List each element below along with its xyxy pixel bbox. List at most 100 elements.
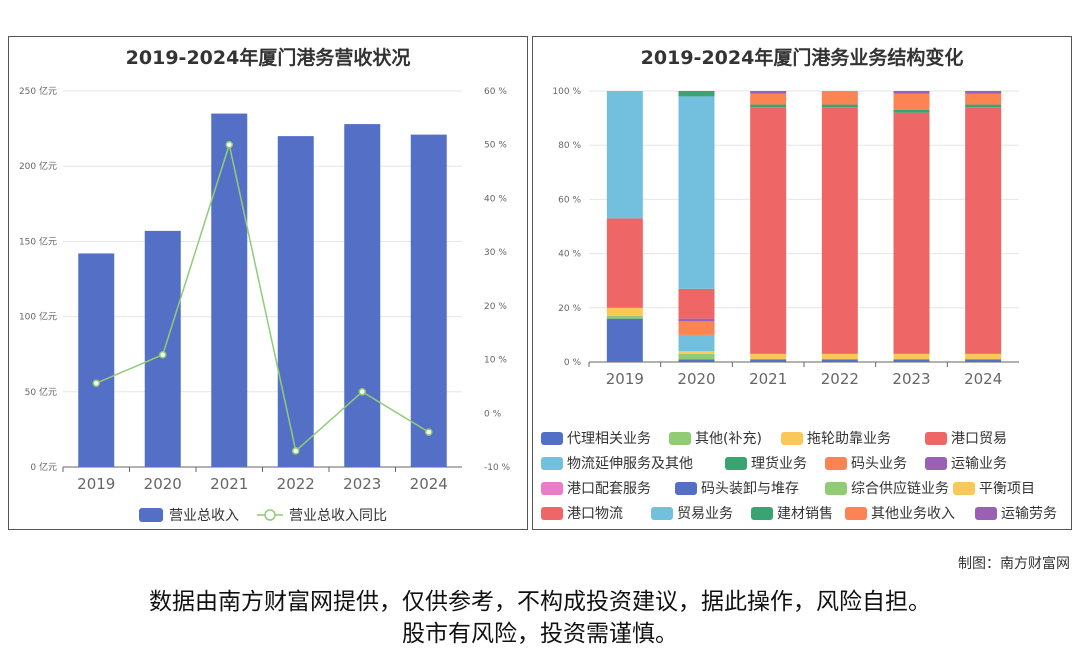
structure-bar-segment — [750, 91, 787, 94]
legend-swatch — [675, 482, 697, 495]
structure-bar-segment — [821, 353, 858, 360]
legend-swatch-revenue — [139, 508, 163, 522]
y-tick-label: 20 % — [558, 304, 581, 314]
legend-swatch — [925, 457, 947, 470]
y-tick-label: 80 % — [558, 141, 581, 151]
y-right-tick-label: 60 % — [484, 87, 507, 97]
y-right-tick-label: 10 % — [484, 356, 507, 366]
y-tick-label: 100 % — [552, 87, 581, 97]
legend-label: 贸易业务 — [677, 506, 733, 522]
revenue-bar — [144, 230, 181, 467]
structure-bar-segment — [678, 91, 715, 97]
legend-label: 码头装卸与堆存 — [701, 481, 799, 497]
legend-swatch — [975, 507, 997, 520]
x-tick-label: 2019 — [77, 475, 115, 493]
legend-swatch — [541, 482, 563, 495]
legend-swatch — [751, 507, 773, 520]
y-right-tick-label: 0 % — [484, 409, 502, 419]
structure-chart: 0 % 20 % 40 % 60 % 80 % 100 % 2019 2020 2021 2022… — [541, 87, 1057, 522]
legend-swatch — [925, 432, 947, 445]
structure-bar-segment — [750, 359, 787, 362]
legend-label: 物流延伸服务及其他 — [567, 456, 693, 472]
y-right-tick-label: 50 % — [484, 141, 507, 151]
legend-swatch — [651, 507, 673, 520]
y-left-tick-label: 150 亿元 — [19, 235, 57, 247]
revenue-bar — [410, 134, 447, 467]
y-left-tick-label: 0 亿元 — [30, 461, 57, 473]
y-tick-label: 60 % — [558, 195, 581, 205]
revenue-bar — [277, 136, 314, 467]
legend-swatch — [825, 482, 847, 495]
legend-label-revenue: 营业总收入 — [169, 508, 239, 524]
structure-bar-segment — [678, 351, 715, 354]
y-tick-label: 0 % — [564, 358, 582, 368]
y-right-tick-label: -10 % — [484, 463, 511, 473]
legend-swatch — [541, 507, 563, 520]
y-right-tick-label: 40 % — [484, 194, 507, 204]
x-tick-label: 2021 — [210, 475, 248, 493]
legend-label-yoy: 营业总收入同比 — [289, 508, 387, 524]
y-right-tick-label: 30 % — [484, 248, 507, 258]
structure-chart-panel: 2019-2024年厦门港务业务结构变化 0 % 20 % 40 % 60 % 80 %… — [532, 36, 1072, 530]
structure-bar-segment — [821, 359, 858, 362]
structure-bar-segment — [893, 353, 930, 360]
yoy-point — [92, 379, 100, 387]
structure-bar-segment — [678, 321, 715, 335]
legend-swatch — [781, 432, 803, 445]
legend-label: 码头业务 — [851, 456, 907, 472]
x-tick-label: 2019 — [606, 370, 644, 388]
structure-bar-segment — [893, 109, 930, 113]
structure-bar-segment — [678, 359, 715, 362]
structure-bar-segment — [750, 104, 787, 108]
revenue-chart: 0 亿元 50 亿元 100 亿元 150 亿元 200 亿元 250 亿元 -10 % 0 … — [19, 85, 511, 524]
x-tick-label: 2023 — [343, 475, 381, 493]
structure-bar-segment — [821, 91, 858, 105]
structure-bar-segment — [965, 107, 1002, 354]
legend-label: 其他业务收入 — [871, 506, 955, 522]
structure-chart-title: 2019-2024年厦门港务业务结构变化 — [640, 47, 964, 69]
legend-label: 综合供应链业务 — [851, 480, 949, 497]
structure-bar-segment — [965, 93, 1002, 105]
structure-bar-segment — [678, 353, 715, 360]
structure-bar-segment — [750, 93, 787, 105]
x-tick-label: 2021 — [749, 370, 787, 388]
structure-bar-segment — [606, 218, 643, 308]
structure-bar-segment — [606, 307, 643, 316]
structure-bar-segment — [821, 104, 858, 108]
legend-label: 港口贸易 — [951, 431, 1007, 447]
structure-bar-segment — [821, 107, 858, 354]
structure-bar-segment — [678, 318, 715, 322]
legend-label: 运输劳务 — [1001, 506, 1057, 522]
legend-label: 拖轮助靠业务 — [807, 431, 891, 447]
x-tick-label: 2020 — [677, 370, 715, 388]
structure-bar-segment — [750, 107, 787, 354]
structure-bar-segment — [893, 359, 930, 362]
structure-bar-segment — [606, 91, 643, 219]
legend-label: 平衡项目 — [979, 481, 1035, 497]
x-tick-label: 2023 — [892, 370, 930, 388]
structure-bar-segment — [965, 353, 1002, 360]
revenue-chart-panel: 2019-2024年厦门港务营收状况 0 亿元 50 亿元 100 亿元 150 亿元… — [8, 36, 528, 530]
legend-label: 运输业务 — [951, 456, 1007, 472]
y-right-tick-label: 20 % — [484, 302, 507, 312]
structure-bar-segment — [893, 91, 930, 94]
legend-label: 其他(补充) — [695, 431, 762, 447]
legend-swatch — [725, 457, 747, 470]
structure-bar-segment — [965, 359, 1002, 362]
structure-bar-segment — [750, 353, 787, 360]
structure-bar-segment — [965, 104, 1002, 108]
chart-credit: 制图：南方财富网 — [958, 556, 1070, 572]
legend-swatch — [845, 507, 867, 520]
revenue-bar — [78, 253, 115, 467]
revenue-bar — [211, 113, 248, 467]
structure-bar-segment — [678, 334, 715, 352]
x-tick-label: 2024 — [410, 475, 448, 493]
disclaimer-line-2: 股市有风险，投资需谨慎。 — [402, 621, 678, 647]
y-left-tick-label: 50 亿元 — [25, 386, 57, 398]
y-left-tick-label: 100 亿元 — [19, 311, 57, 323]
structure-bar-segment — [678, 96, 715, 289]
y-left-tick-label: 200 亿元 — [19, 160, 57, 172]
x-tick-label: 2024 — [964, 370, 1002, 388]
legend-swatch — [669, 432, 691, 445]
legend-swatch — [825, 457, 847, 470]
